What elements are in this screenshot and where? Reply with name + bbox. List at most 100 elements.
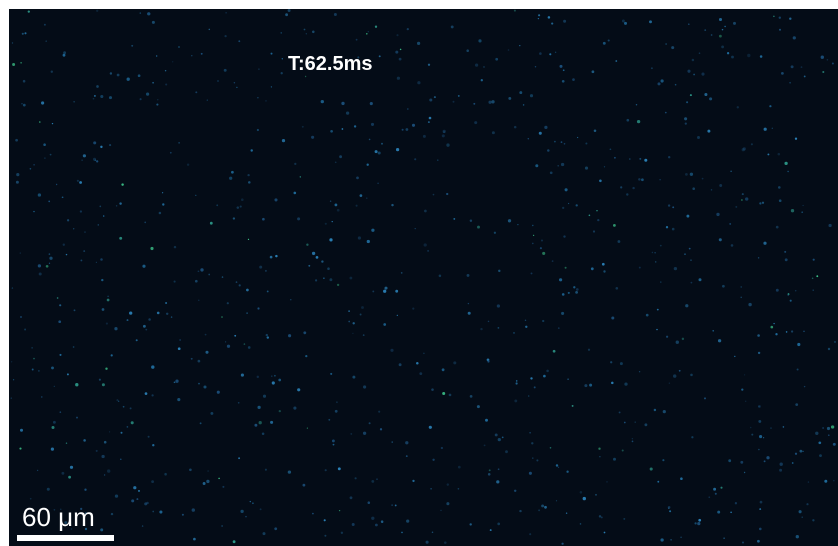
speckle <box>336 283 340 287</box>
speckle <box>567 378 569 381</box>
speckle <box>371 479 375 483</box>
speckle <box>561 293 565 296</box>
speckle <box>656 328 658 331</box>
speckle <box>330 129 333 133</box>
speckle <box>115 205 118 207</box>
speckle <box>685 304 689 308</box>
speckle <box>38 121 41 123</box>
speckle <box>378 410 381 413</box>
speckle <box>96 9 99 12</box>
speckle <box>36 469 39 472</box>
speckle <box>690 281 693 284</box>
speckle <box>225 12 227 14</box>
speckle <box>668 382 671 384</box>
speckle <box>427 63 431 66</box>
speckle <box>806 503 809 506</box>
speckle <box>547 149 550 152</box>
speckle <box>133 486 137 490</box>
speckle <box>105 322 108 325</box>
speckle <box>278 409 281 413</box>
speckle <box>165 312 169 316</box>
speckle <box>766 456 770 460</box>
speckle <box>686 214 690 218</box>
speckle <box>538 14 541 17</box>
speckle <box>68 475 71 479</box>
speckle <box>692 187 695 190</box>
speckle <box>131 499 135 503</box>
speckle <box>614 156 616 159</box>
speckle <box>733 21 736 25</box>
speckle <box>121 183 124 186</box>
speckle <box>598 515 602 518</box>
speckle <box>782 426 785 428</box>
speckle <box>205 350 209 354</box>
speckle <box>826 426 831 431</box>
speckle <box>359 313 362 316</box>
speckle <box>303 331 307 335</box>
speckle <box>745 400 747 402</box>
speckle <box>769 105 772 108</box>
speckle <box>741 148 745 152</box>
speckle <box>623 421 626 424</box>
speckle <box>414 158 417 161</box>
speckle <box>262 532 266 536</box>
speckle <box>151 365 155 369</box>
speckle <box>807 481 810 483</box>
speckle <box>453 217 456 220</box>
speckle <box>238 457 241 460</box>
speckle <box>718 17 723 22</box>
speckle <box>560 141 563 143</box>
speckle <box>803 385 806 388</box>
speckle <box>151 20 155 24</box>
speckle <box>827 347 831 351</box>
speckle <box>575 204 578 207</box>
speckle <box>467 302 470 305</box>
speckle <box>698 52 701 54</box>
speckle <box>587 348 591 351</box>
speckle <box>10 397 12 399</box>
speckle <box>50 447 54 451</box>
speckle <box>538 509 541 512</box>
speckle <box>264 468 267 471</box>
speckle <box>305 354 308 358</box>
speckle <box>536 459 539 462</box>
speckle <box>294 162 297 166</box>
speckle <box>198 382 200 385</box>
speckle <box>527 138 530 140</box>
speckle <box>488 100 492 104</box>
speckle <box>684 117 688 121</box>
speckle <box>440 509 442 512</box>
speckle <box>362 431 367 435</box>
speckle <box>660 79 664 83</box>
speckle <box>575 291 578 294</box>
speckle <box>428 425 432 429</box>
speckle <box>741 193 744 196</box>
speckle <box>684 122 687 125</box>
speckle <box>332 443 335 446</box>
speckle <box>759 55 763 58</box>
speckle <box>567 202 570 205</box>
speckle <box>126 77 130 81</box>
speckle <box>529 94 534 98</box>
speckle <box>147 435 150 438</box>
speckle <box>515 382 518 385</box>
speckle <box>186 163 190 166</box>
speckle <box>438 274 442 278</box>
speckle <box>555 464 559 467</box>
speckle <box>156 55 158 57</box>
speckle <box>735 205 738 208</box>
speckle <box>24 328 27 331</box>
timestamp: T:62.5ms <box>288 53 373 75</box>
speckle <box>441 368 445 372</box>
speckle <box>759 421 761 423</box>
speckle <box>822 70 825 74</box>
speckle <box>96 85 99 88</box>
speckle <box>497 522 501 526</box>
speckle <box>734 502 738 505</box>
speckle <box>63 51 67 55</box>
speckle <box>274 527 278 531</box>
speckle <box>425 540 429 544</box>
speckle <box>724 25 726 28</box>
speckle <box>199 422 202 425</box>
speckle <box>671 227 675 231</box>
